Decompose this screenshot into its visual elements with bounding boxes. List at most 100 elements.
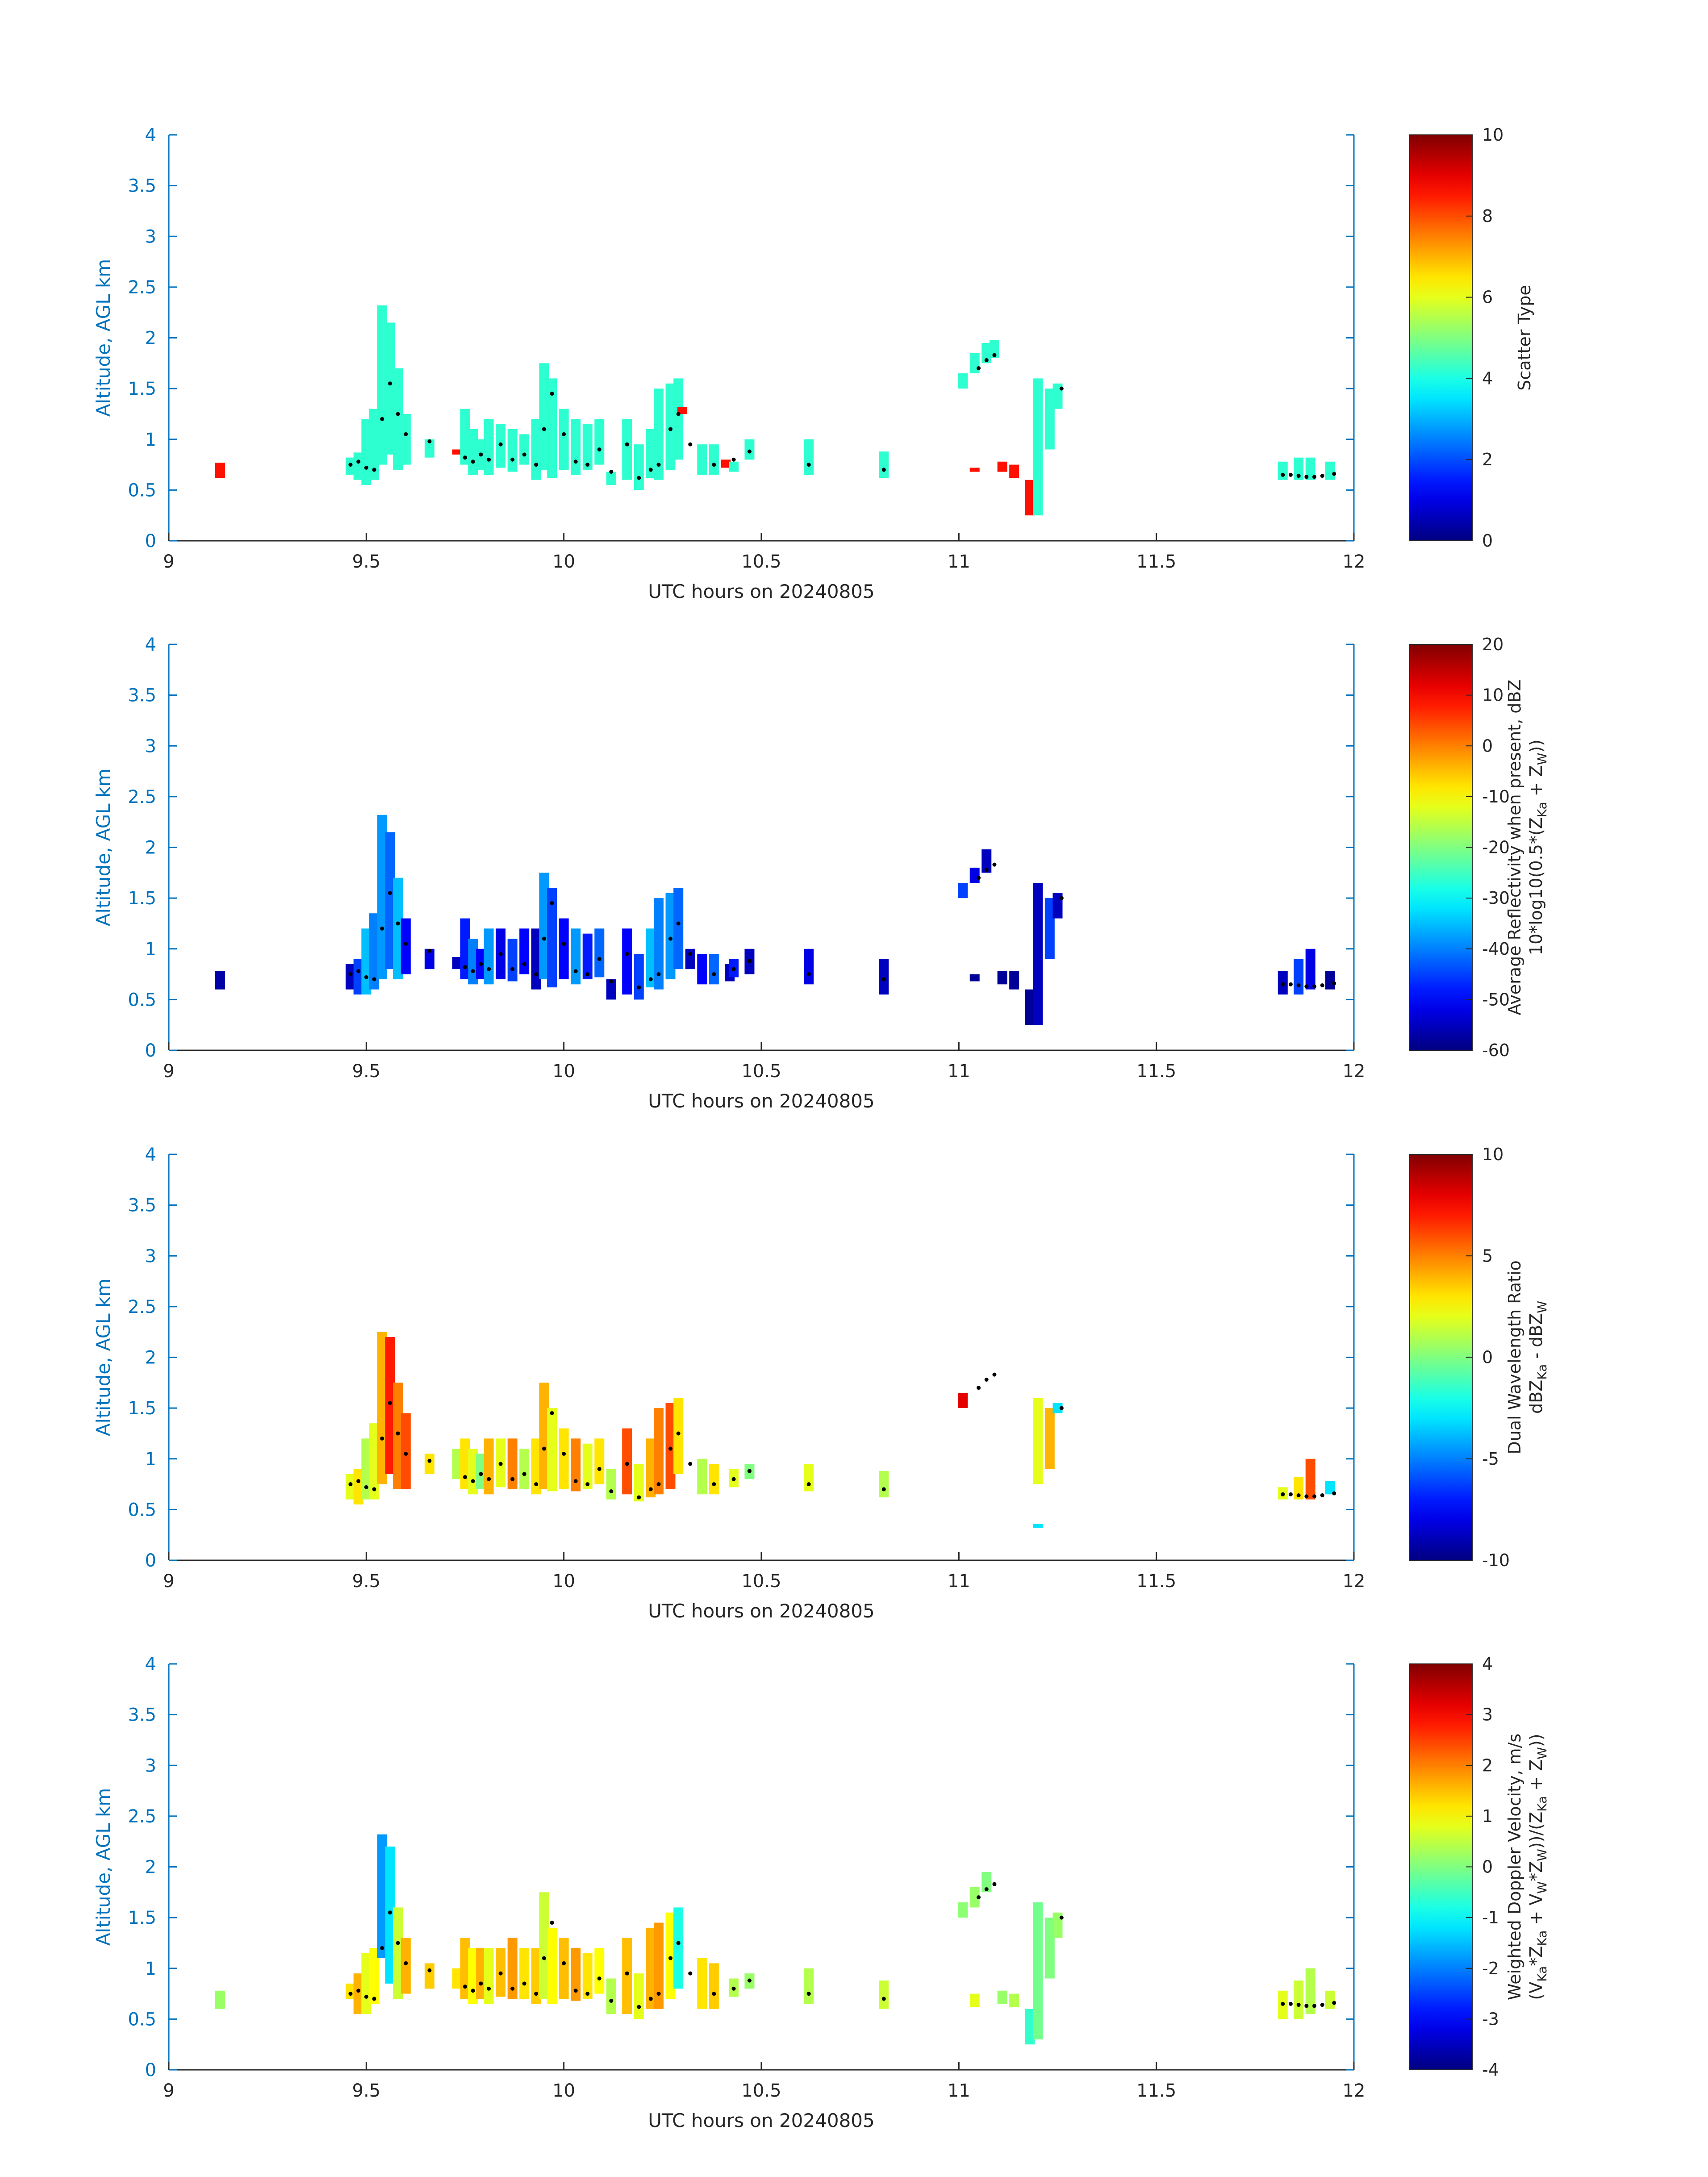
heatmap-cell	[1033, 883, 1043, 1025]
heatmap-cell	[460, 918, 470, 979]
trace-point	[668, 936, 673, 941]
trace-point	[573, 1989, 578, 1993]
trace-point	[676, 1941, 681, 1945]
trace-point	[542, 936, 546, 941]
colorbar-label-subscript: W	[1535, 1849, 1549, 1861]
colorbar-tick-label: -20	[1482, 838, 1510, 857]
trace-point	[404, 1961, 408, 1965]
heatmap-cell	[345, 1983, 355, 1999]
trace-point	[1059, 1406, 1064, 1410]
colorbar-label: Scatter Type	[1515, 285, 1534, 390]
heatmap-cell	[1025, 2009, 1035, 2045]
heatmap-cell	[1033, 1524, 1043, 1528]
heatmap-cell	[1009, 971, 1019, 990]
y-tick-label: 3	[145, 736, 156, 756]
trace-point	[364, 1994, 368, 1999]
trace-point	[977, 1895, 981, 1900]
colorbar-label-line: Weighted Doppler Velocity, m/s	[1505, 1734, 1524, 2000]
trace-point	[1288, 1492, 1293, 1496]
trace-point	[1312, 984, 1317, 989]
colorbar-label-part: 10*log10(0.5*(Z	[1526, 817, 1546, 955]
heatmap-cell	[697, 954, 707, 985]
colorbar-label-subscript: Ka	[1535, 1796, 1549, 1812]
colorbar-label-subscript: W	[1535, 1881, 1549, 1894]
colorbar-tick-label: -30	[1482, 888, 1510, 908]
x-axis-label: UTC hours on 20240805	[648, 1090, 875, 1112]
colorbar-label: Dual Wavelength Ratio dBZKa - dBZW	[1505, 1260, 1549, 1454]
trace-point	[668, 1446, 673, 1451]
heatmap-cell	[353, 1973, 363, 2014]
trace-point	[1304, 2004, 1309, 2008]
trace-point	[356, 1989, 361, 1993]
heatmap-cell	[547, 378, 557, 478]
trace-point	[463, 455, 467, 460]
heatmap-cell	[519, 1948, 530, 1999]
trace-point	[668, 427, 673, 431]
heatmap-cell	[1305, 457, 1315, 480]
heatmap-cell	[594, 419, 605, 465]
heatmap-cell	[519, 928, 530, 974]
heatmap-cell	[653, 898, 664, 990]
trace-point	[712, 972, 716, 977]
y-axis-label: Altitude, AGL km	[92, 1279, 114, 1436]
heatmap-cell	[1044, 1918, 1055, 1979]
trace-point	[404, 941, 408, 946]
colorbar-label-subscript: Ka	[1535, 1364, 1549, 1380]
heatmap-cell	[539, 1383, 549, 1489]
heatmap-cell	[989, 340, 999, 358]
y-tick-label: 0	[145, 1550, 156, 1571]
trace-point	[471, 460, 475, 464]
colorbar-tick-label: 4	[1482, 368, 1493, 388]
trace-point	[585, 1482, 590, 1487]
y-tick-label: 1.5	[128, 379, 156, 399]
heatmap-cell	[571, 1948, 581, 2001]
y-tick-label: 2.5	[128, 1297, 156, 1317]
trace-point	[1059, 1915, 1064, 1920]
heatmap-cell	[424, 1454, 434, 1474]
heatmap-cell	[697, 1458, 707, 1495]
trace-point	[396, 412, 400, 416]
heatmap-cell	[606, 472, 616, 485]
heatmap-cell	[531, 419, 541, 480]
trace-point	[396, 1941, 400, 1945]
trace-point	[609, 979, 614, 983]
colorbar-tick-label: -2	[1482, 1959, 1499, 1978]
colorbar-label-part: + Z	[1526, 1759, 1546, 1796]
trace-point	[747, 959, 752, 963]
heatmap-cell	[673, 888, 684, 969]
trace-point	[688, 442, 693, 447]
trace-point	[562, 941, 566, 946]
heatmap-cell	[1305, 1458, 1315, 1500]
colorbar-label: Average Reflectivity when present, dBZ 10…	[1505, 680, 1549, 1015]
colorbar-tick-label: 10	[1482, 125, 1503, 145]
colorbar-tick-label: 6	[1482, 288, 1493, 307]
trace-point	[609, 1489, 614, 1493]
trace-point	[1312, 475, 1317, 479]
trace-point	[510, 457, 515, 462]
heatmap-cell	[507, 1438, 518, 1489]
heatmap-cell	[452, 449, 462, 455]
heatmap-cell	[1052, 1403, 1063, 1413]
trace-point	[479, 1472, 483, 1476]
heatmap-cell	[476, 1948, 486, 1999]
trace-point	[522, 1472, 526, 1476]
trace-point	[806, 972, 811, 977]
trace-point	[372, 468, 376, 472]
y-tick-label: 1	[145, 939, 156, 960]
heatmap-cell	[547, 1927, 557, 2004]
trace-point	[1320, 1493, 1324, 1498]
x-tick-label: 11	[948, 1571, 970, 1592]
trace-point	[992, 1882, 997, 1886]
trace-point	[648, 1997, 653, 2001]
colorbar-label-subscript: Ka	[1535, 802, 1549, 817]
heatmap-cell	[484, 419, 494, 475]
colorbar-label-part: ))	[1526, 740, 1546, 753]
heatmap-cell	[606, 979, 616, 1000]
x-axis-label: UTC hours on 20240805	[648, 1600, 875, 1622]
colorbar-tick-label: 0	[1482, 1857, 1493, 1877]
heatmap-cell	[634, 1973, 644, 2019]
heatmap-cell	[1009, 1993, 1019, 2007]
y-tick-label: 3.5	[128, 1705, 156, 1726]
heatmap-cell	[452, 1449, 462, 1479]
